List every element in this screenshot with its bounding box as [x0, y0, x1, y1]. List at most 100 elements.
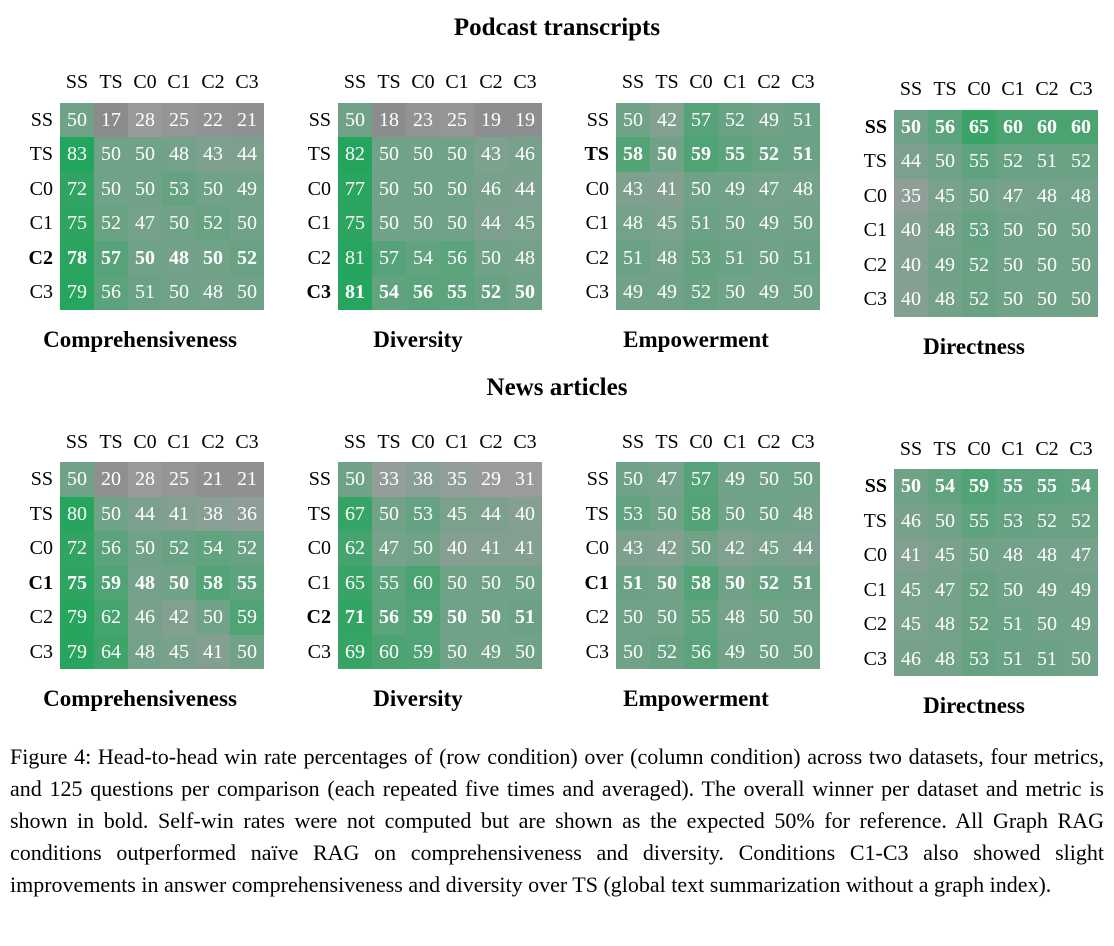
heatmap-panel-empowerment: SS TS C0 C1 C2 C3 SS 50 42 57 52 49 51 TS 58 50 59 55 52 51…: [572, 68, 820, 353]
heatmap-cell: 48: [1064, 178, 1098, 213]
column-header-c2: C2: [479, 71, 503, 93]
heatmap-cell: 54: [1064, 469, 1098, 504]
heatmap-cell: 50: [684, 531, 718, 566]
heatmap-cell: 48: [128, 565, 162, 600]
heatmap-cell: 57: [372, 240, 406, 275]
figure-4: Podcast transcripts SS TS C0 C1 C2 C3 SS 50 17 28…: [0, 14, 1114, 900]
heatmap-cell: 49: [616, 275, 650, 310]
heatmap-cell: 55: [684, 600, 718, 635]
row-header-ts: TS: [863, 150, 887, 172]
heatmap-cell: 50: [1064, 213, 1098, 248]
heatmap-cell: 44: [230, 137, 264, 172]
heatmap-cell: 59: [230, 600, 264, 635]
heatmap-cell: 47: [372, 531, 406, 566]
heatmap-cell: 50: [508, 634, 542, 669]
heatmap-cell: 50: [440, 137, 474, 172]
heatmap-cell: 45: [752, 531, 786, 566]
column-header-ts: TS: [933, 437, 957, 460]
figure-caption: Figure 4: Head-to-head win rate percenta…: [10, 744, 1104, 897]
heatmap-cell: 40: [508, 496, 542, 531]
heatmap-cell: 79: [60, 600, 94, 635]
heatmap-cell: 55: [440, 275, 474, 310]
heatmap-cell: 51: [786, 565, 820, 600]
heatmap-cell: 71: [338, 600, 372, 635]
heatmap-cell: 51: [996, 641, 1030, 676]
metric-label: Comprehensiveness: [43, 686, 237, 711]
heatmap-cell: 45: [650, 206, 684, 241]
heatmap-cell: 50: [996, 282, 1030, 317]
heatmap-cell: 46: [894, 503, 928, 538]
heatmap-cell: 21: [230, 462, 264, 497]
row-header-ss: SS: [30, 468, 53, 490]
heatmap-cell: 50: [440, 600, 474, 635]
heatmap-cell: 50: [230, 206, 264, 241]
row-header-c3: C3: [863, 288, 887, 310]
row-header-c3: C3: [307, 640, 331, 663]
column-header-c3: C3: [1069, 437, 1093, 460]
column-header-c1: C1: [1001, 78, 1025, 100]
heatmap-panel-diversity: SS TS C0 C1 C2 C3 SS 50 18 23 25 19 19 TS 82 50 50 50 43 46…: [294, 68, 542, 353]
heatmap-cell: 78: [60, 240, 94, 275]
heatmap-cell: 52: [196, 206, 230, 241]
column-header-c1: C1: [445, 71, 469, 93]
heatmap-cell: 48: [616, 206, 650, 241]
corner-spacer: [294, 68, 338, 98]
row-header-c1: C1: [307, 212, 331, 234]
column-header-ss: SS: [343, 430, 367, 453]
heatmap-cell: 50: [650, 600, 684, 635]
heatmap-cell: 50: [996, 247, 1030, 282]
heatmap-cell: 17: [94, 102, 128, 137]
row-header-ss: SS: [864, 115, 887, 138]
heatmap-cell: 38: [406, 462, 440, 497]
heatmap-cell: 49: [474, 634, 508, 669]
heatmap-cell: 67: [338, 496, 372, 531]
heatmap-cell: 52: [1064, 503, 1098, 538]
heatmap-cell: 50: [1030, 607, 1064, 642]
column-header-c0: C0: [689, 430, 713, 453]
column-header-ss: SS: [343, 71, 367, 93]
column-header-c2: C2: [757, 430, 781, 453]
heatmap-cell: 58: [196, 565, 230, 600]
heatmap-cell: 41: [508, 531, 542, 566]
heatmap-cell: 50: [162, 206, 196, 241]
row-header-c0: C0: [307, 537, 331, 559]
heatmap-cell: 55: [1030, 469, 1064, 504]
heatmap-cell: 50: [1030, 247, 1064, 282]
heatmap-cell: 53: [616, 496, 650, 531]
heatmap-cell: 50: [230, 634, 264, 669]
row-header-ss: SS: [586, 468, 609, 490]
heatmap-cell: 40: [894, 213, 928, 248]
heatmap-cell: 72: [60, 531, 94, 566]
heatmap-cell: 45: [894, 572, 928, 607]
heatmap-cell: 50: [616, 634, 650, 669]
heatmap-cell: 50: [94, 496, 128, 531]
row-header-ss: SS: [308, 108, 331, 131]
row-header-c3: C3: [585, 640, 609, 663]
row-header-c3: C3: [863, 647, 887, 670]
heatmap-cell: 52: [650, 634, 684, 669]
heatmap-cell: 55: [230, 565, 264, 600]
heatmap-cell: 50: [786, 275, 820, 310]
heatmap-cell: 50: [406, 171, 440, 206]
column-header-c2: C2: [479, 430, 503, 453]
column-header-c0: C0: [411, 430, 435, 453]
heatmap-cell: 54: [196, 531, 230, 566]
news-panels-row: SS TS C0 C1 C2 C3 SS 50 20 28 25 21 21 TS 80 50 44 41 38 36…: [0, 428, 1114, 720]
column-header-ss: SS: [621, 430, 645, 453]
heatmap-cell: 44: [894, 144, 928, 179]
heatmap-cell: 60: [372, 634, 406, 669]
row-header-c0: C0: [29, 537, 53, 559]
row-header-ts: TS: [29, 143, 53, 165]
heatmap-cell: 45: [162, 634, 196, 669]
heatmap-cell: 43: [474, 137, 508, 172]
column-header-c3: C3: [513, 71, 537, 93]
row-header-c0: C0: [585, 177, 609, 200]
heatmap-cell: 50: [718, 496, 752, 531]
heatmap-cell: 55: [718, 137, 752, 172]
heatmap-cell: 19: [474, 102, 508, 137]
heatmap-cell: 56: [928, 109, 962, 144]
heatmap-cell: 48: [162, 137, 196, 172]
heatmap-cell: 51: [786, 102, 820, 137]
heatmap-cell: 53: [962, 213, 996, 248]
heatmap-cell: 49: [650, 275, 684, 310]
